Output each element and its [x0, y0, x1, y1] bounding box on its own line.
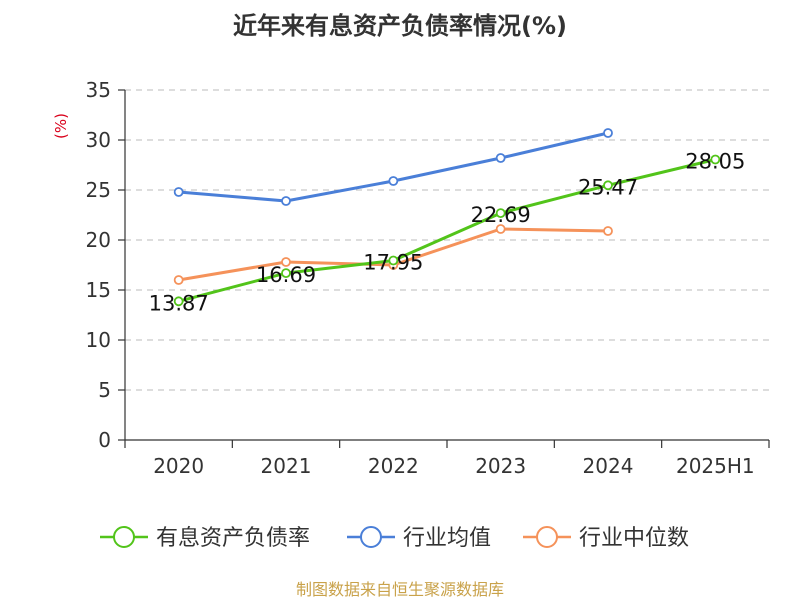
data-point[interactable]: [388, 255, 399, 266]
data-point[interactable]: [281, 196, 291, 206]
y-tick-label: 5: [98, 378, 111, 402]
y-tick-labels: 0 5 10 15 20 25 30 35: [86, 78, 111, 452]
x-tick-label: 2022: [368, 454, 419, 478]
legend-marker-icon: [113, 526, 135, 548]
data-point[interactable]: [281, 268, 291, 279]
data-point[interactable]: [710, 154, 721, 165]
data-label: 17.95: [363, 251, 423, 275]
data-point[interactable]: [603, 226, 613, 236]
grid-lines: [125, 89, 769, 391]
data-point[interactable]: [173, 296, 184, 307]
source-note: 制图数据来自恒生聚源数据库: [296, 580, 504, 599]
x-tick-label: 2025H1: [676, 454, 755, 478]
data-point[interactable]: [388, 176, 399, 186]
data-point[interactable]: [281, 257, 291, 267]
y-tick-label: 0: [98, 428, 111, 452]
data-point[interactable]: [495, 224, 506, 234]
legend-marker-icon: [536, 526, 558, 548]
legend-label: 有息资产负债率: [156, 526, 310, 551]
data-label: 13.87: [149, 291, 209, 315]
series-1: [173, 154, 721, 307]
data-label: 25.47: [578, 175, 638, 199]
data-point[interactable]: [603, 128, 613, 138]
data-point[interactable]: [603, 180, 613, 191]
legend-label: 行业中位数: [579, 526, 689, 551]
data-label: 16.69: [256, 263, 316, 287]
y-tick-label: 35: [86, 78, 111, 102]
data-label: 28.05: [685, 150, 745, 174]
data-point[interactable]: [173, 187, 184, 197]
x-tick-label: 2024: [583, 454, 634, 478]
legend[interactable]: 有息资产负债率 行业均值 行业中位数: [100, 526, 689, 551]
legend-item[interactable]: 行业中位数: [523, 526, 689, 551]
y-tick-label: 15: [86, 278, 111, 302]
y-tick-label: 30: [86, 128, 111, 152]
legend-marker-icon: [360, 526, 382, 548]
data-labels: 13.87 16.69 17.95 22.69 25.47 28.05: [149, 150, 746, 316]
series-line: [178, 158, 716, 303]
data-point[interactable]: [173, 275, 184, 285]
x-tick-label: 2020: [153, 454, 204, 478]
axes: [118, 89, 770, 448]
legend-item[interactable]: 行业均值: [347, 526, 491, 551]
x-tick-label: 2021: [261, 454, 312, 478]
chart-title: 近年来有息资产负债率情况(%): [233, 12, 567, 40]
legend-label: 行业均值: [403, 526, 491, 551]
series-line: [178, 131, 609, 203]
data-point[interactable]: [495, 153, 506, 163]
legend-item[interactable]: 有息资产负债率: [100, 526, 310, 551]
y-tick-label: 25: [86, 178, 111, 202]
y-tick-label: 10: [86, 328, 111, 352]
data-point[interactable]: [495, 208, 506, 219]
series: [173, 128, 721, 307]
x-tick-labels: 2020 2021 2022 2023 2024 2025H1: [153, 454, 754, 478]
y-tick-label: 20: [86, 228, 111, 252]
data-label: 22.69: [471, 203, 531, 227]
series-2: [173, 128, 613, 206]
x-tick-label: 2023: [475, 454, 526, 478]
y-axis-label: (%): [52, 113, 70, 139]
